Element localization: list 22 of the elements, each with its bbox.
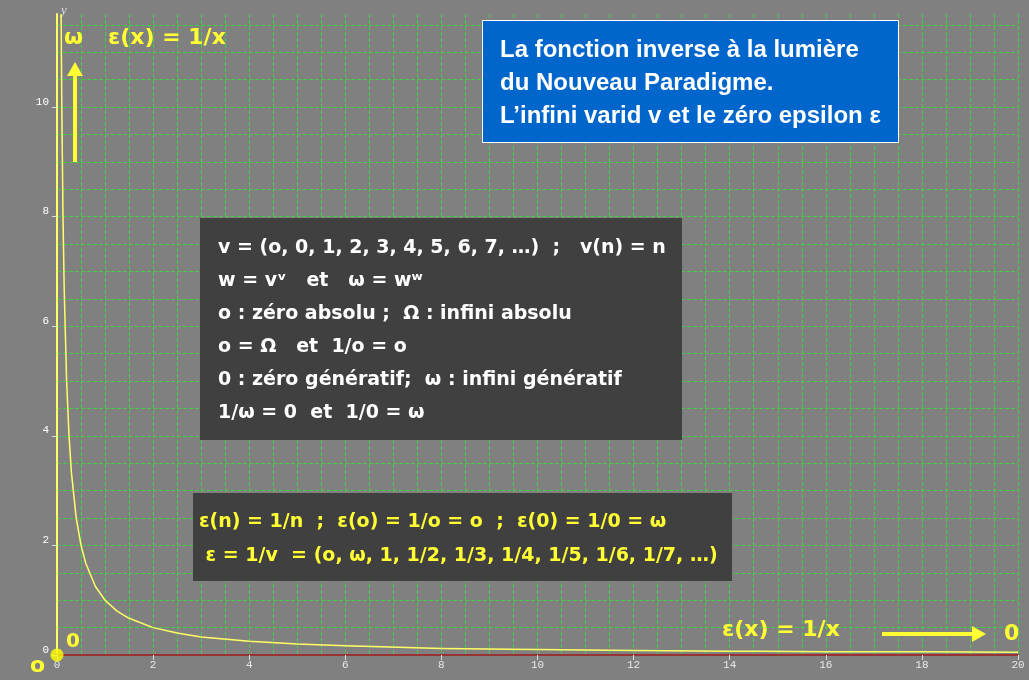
x-tick-label: 0 xyxy=(53,658,61,671)
y-tick-label: 10 xyxy=(35,95,49,108)
annotation: ω xyxy=(64,24,84,50)
y-tick-label: 8 xyxy=(42,205,49,218)
x-tick-label: 2 xyxy=(149,658,157,671)
y-axis-title: y xyxy=(59,2,67,17)
x-tick-label: 4 xyxy=(245,658,253,671)
annotation: ε(x) = 1/x xyxy=(108,24,226,50)
x-tick-label: 16 xyxy=(819,658,833,671)
x-tick-label: 6 xyxy=(342,658,349,671)
x-tick-label: 18 xyxy=(915,658,929,671)
x-tick-label: 10 xyxy=(530,658,545,671)
x-tick-label: 14 xyxy=(723,658,737,671)
x-tick-label: 8 xyxy=(438,658,445,671)
annotation: 0 xyxy=(1004,620,1020,646)
text: La fonction inverse à la lumière du Nouveau Paradigme. L’infini varid v et le zéro epsilon ε xyxy=(500,35,881,128)
y-tick-label: 2 xyxy=(42,533,49,546)
y-tick-label: 6 xyxy=(42,314,49,327)
x-tick-label: 20 xyxy=(1011,658,1025,671)
annotation: 0 xyxy=(66,628,80,652)
y-tick-label: 4 xyxy=(42,424,50,437)
x-tick-label: 12 xyxy=(627,658,641,671)
